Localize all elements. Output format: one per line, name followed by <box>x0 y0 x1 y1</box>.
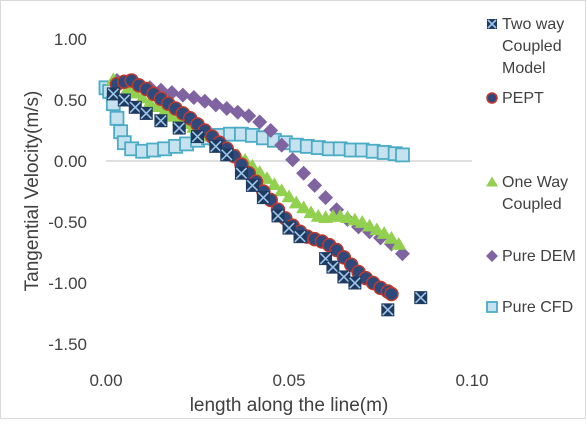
data-point <box>127 85 143 99</box>
data-point <box>318 190 334 206</box>
legend-label: Two way <box>502 16 564 33</box>
legend-label: One Way <box>502 174 568 191</box>
data-point <box>263 123 279 138</box>
data-point <box>354 215 370 228</box>
data-point <box>139 106 153 120</box>
data-point <box>288 195 304 209</box>
y-tick-label: 0.00 <box>54 152 87 171</box>
data-point <box>391 237 407 250</box>
x-tick-label: 0.00 <box>89 371 122 390</box>
data-point <box>326 260 340 274</box>
series-layer <box>98 72 428 317</box>
legend-label: Coupled <box>502 38 562 55</box>
legend: Two way Coupled Model PEPT One Way Coupled Pur… <box>486 16 576 316</box>
data-point <box>414 291 428 305</box>
data-point <box>271 209 285 223</box>
legend-item: One Way Coupled <box>486 174 568 213</box>
data-point <box>109 110 125 126</box>
series-two-way-coupled-model <box>106 87 428 317</box>
x-axis-title: length along the line(m) <box>190 395 389 416</box>
y-axis-title: Tangential Velocity(m/s) <box>22 91 43 292</box>
data-point <box>252 114 268 130</box>
data-point <box>274 183 290 197</box>
data-point <box>285 152 301 168</box>
data-point <box>296 200 312 214</box>
data-point <box>266 177 282 191</box>
legend-label: Pure CFD <box>502 299 573 316</box>
data-point <box>362 218 378 232</box>
data-point <box>117 93 131 107</box>
legend-marker <box>486 250 498 262</box>
data-point <box>245 178 259 192</box>
data-point <box>369 222 385 236</box>
legend-marker <box>486 92 498 104</box>
y-tick-label: -0.50 <box>48 213 87 232</box>
legend-item: PEPT <box>486 90 544 107</box>
legend-marker <box>486 301 498 313</box>
data-point <box>307 177 323 193</box>
x-tick-label: 0.05 <box>272 371 305 390</box>
y-tick-label: -1.50 <box>48 335 87 354</box>
data-point <box>149 99 165 112</box>
data-point <box>128 100 142 114</box>
data-point <box>157 104 173 117</box>
legend-label: Coupled <box>502 196 562 213</box>
data-point <box>384 286 399 302</box>
axes: 1.000.500.00-0.50-1.00-1.500.00 0.05 0.10 <box>48 30 488 390</box>
y-tick-label: -1.00 <box>48 274 87 293</box>
data-point <box>164 109 180 122</box>
legend-marker <box>486 176 498 187</box>
data-point <box>274 137 290 153</box>
legend-label: Model <box>502 60 546 77</box>
data-point <box>282 221 296 235</box>
data-point <box>191 130 204 144</box>
legend-item: Pure DEM <box>486 248 576 265</box>
data-point <box>135 90 151 104</box>
data-point <box>395 147 410 163</box>
data-point <box>337 270 351 284</box>
y-tick-label: 0.50 <box>54 91 87 110</box>
data-point <box>220 148 234 162</box>
data-point <box>303 205 319 219</box>
legend-marker <box>487 19 497 29</box>
data-point <box>154 114 168 128</box>
data-point <box>394 246 410 262</box>
data-point <box>209 139 223 153</box>
data-point <box>241 108 257 124</box>
data-point <box>296 165 312 181</box>
data-point <box>381 303 395 317</box>
data-point <box>172 121 186 135</box>
legend-label: Pure DEM <box>502 248 576 265</box>
data-point <box>383 231 399 244</box>
x-tick-label: 0.10 <box>455 371 488 390</box>
data-point <box>293 230 307 244</box>
data-point <box>175 87 191 103</box>
data-point <box>259 171 275 184</box>
data-point <box>142 95 158 109</box>
legend-item: Two way Coupled Model <box>487 16 564 77</box>
data-point <box>281 189 297 203</box>
data-point <box>256 191 270 205</box>
data-point <box>234 166 248 180</box>
legend-label: PEPT <box>502 90 544 107</box>
data-point <box>348 276 362 290</box>
data-point <box>376 226 392 239</box>
legend-item: Pure CFD <box>486 299 573 316</box>
y-tick-label: 1.00 <box>54 30 87 49</box>
data-point <box>106 87 120 101</box>
